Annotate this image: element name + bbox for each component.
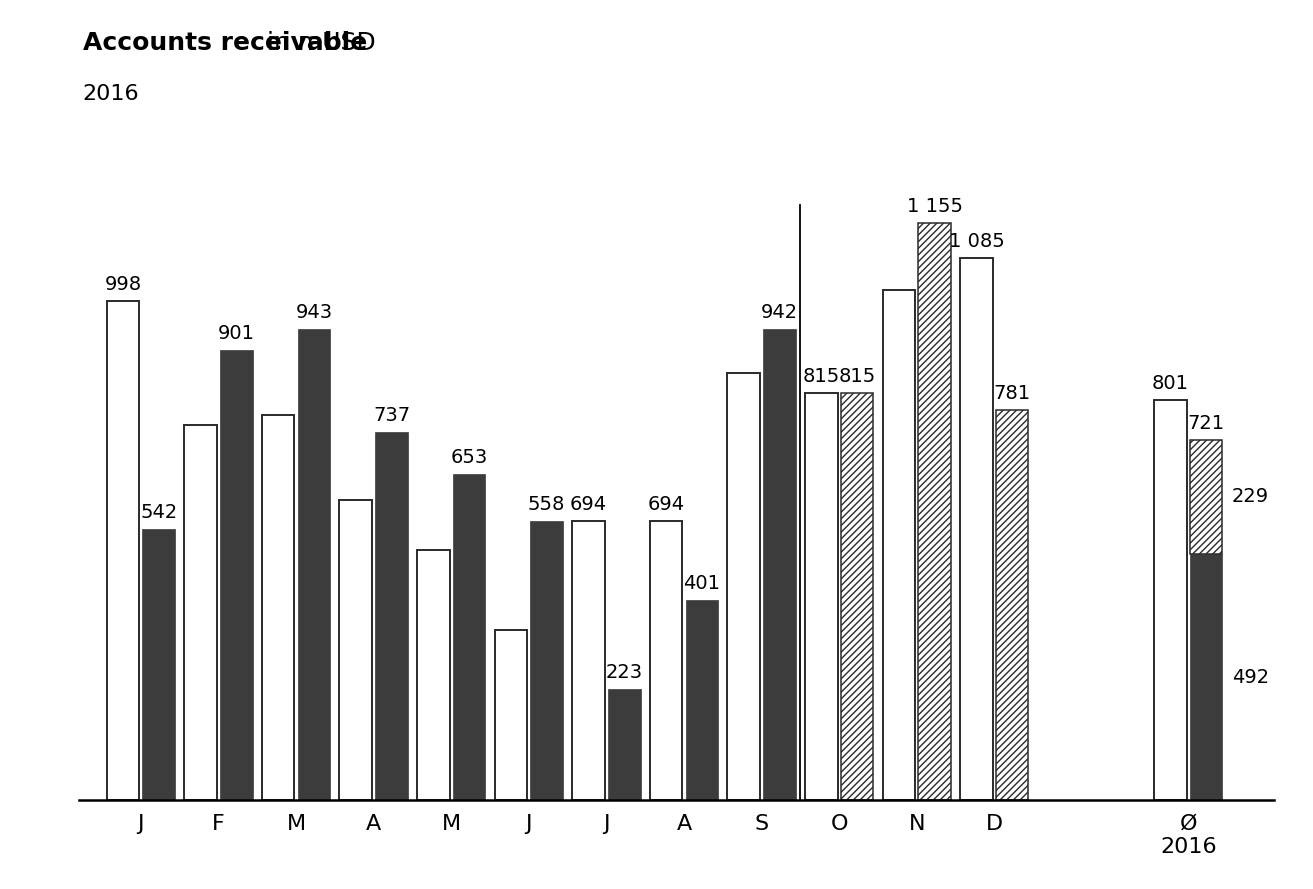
Text: 942: 942 [760, 303, 798, 322]
Text: 943: 943 [295, 302, 332, 322]
Text: 653: 653 [450, 447, 487, 467]
Bar [685, 599, 718, 800]
Text: 801: 801 [1152, 373, 1188, 393]
Text: 737: 737 [373, 405, 410, 425]
Text: 998: 998 [105, 275, 142, 294]
Text: 694: 694 [647, 495, 684, 514]
Text: Accounts receivable: Accounts receivable [83, 31, 366, 55]
Bar [1190, 439, 1222, 554]
Text: 694: 694 [570, 495, 607, 514]
Text: 223: 223 [605, 662, 643, 682]
Text: 2016: 2016 [83, 84, 139, 104]
Text: 781: 781 [994, 383, 1031, 403]
Bar [495, 630, 528, 800]
Bar [1190, 554, 1222, 800]
Bar [142, 529, 175, 800]
Text: 229: 229 [1232, 487, 1268, 507]
Bar [184, 425, 217, 800]
Bar [805, 393, 838, 800]
Text: 558: 558 [528, 495, 566, 514]
Text: 401: 401 [683, 573, 721, 593]
Text: 1 155: 1 155 [906, 196, 962, 215]
Bar [995, 410, 1028, 800]
Bar [106, 301, 139, 800]
Text: 492: 492 [1232, 668, 1268, 686]
Bar [572, 521, 605, 800]
Text: 815: 815 [838, 366, 876, 386]
Bar [763, 329, 796, 800]
Text: 542: 542 [140, 503, 177, 522]
Bar [608, 689, 641, 800]
Text: 901: 901 [218, 324, 255, 342]
Bar [530, 521, 563, 800]
Bar [453, 474, 486, 800]
Text: 815: 815 [802, 366, 840, 386]
Bar [298, 329, 330, 800]
Bar [882, 290, 915, 800]
Bar [1154, 399, 1187, 800]
Bar [221, 349, 252, 800]
Bar [418, 550, 449, 800]
Bar [376, 431, 408, 800]
Text: 721: 721 [1187, 413, 1225, 433]
Bar [727, 372, 760, 800]
Text: 1 085: 1 085 [948, 231, 1004, 251]
Text: in mUSD: in mUSD [83, 31, 376, 55]
Bar [340, 500, 372, 800]
Bar [840, 393, 873, 800]
Bar [650, 521, 683, 800]
Bar [960, 258, 993, 800]
Bar [918, 222, 951, 800]
Bar [261, 415, 294, 800]
